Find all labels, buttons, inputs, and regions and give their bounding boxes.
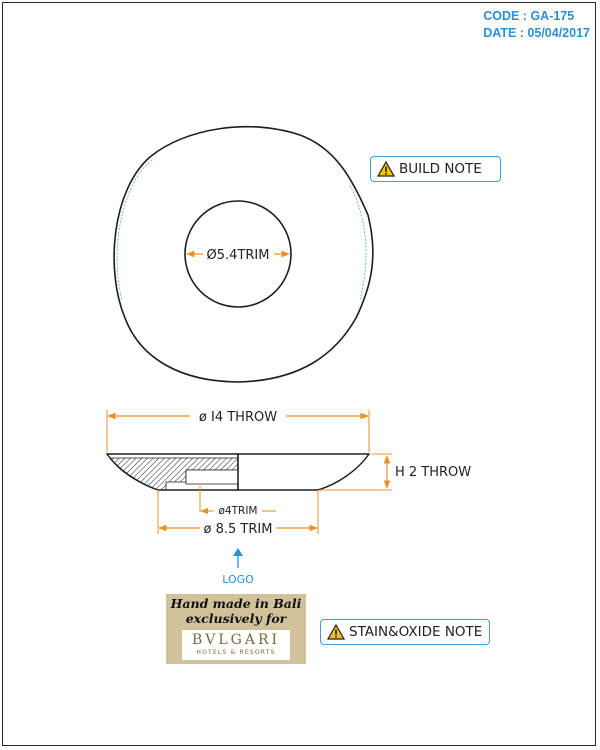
top-trim-label: Ø5.4TRIM — [207, 248, 270, 263]
date-label: DATE : 05/04/2017 — [483, 26, 590, 40]
trim-circle — [184, 200, 292, 308]
base-trim-label: ø 8.5 TRIM — [204, 522, 273, 537]
section-view: ø I4 THROW H 2 THROW ø4TRIM ø 8.5 TRIM — [105, 410, 471, 537]
stain-oxide-note-label: STAIN&OXIDE NOTE — [349, 624, 483, 640]
build-note-label: BUILD NOTE — [399, 161, 482, 177]
maker-stamp: Hand made in Bali exclusively for BVLGAR… — [166, 594, 306, 664]
stamp-line-2: exclusively for — [185, 611, 287, 626]
brand-logo: BVLGARI HOTELS & RESORTS — [182, 630, 290, 660]
warning-icon — [377, 161, 395, 177]
brand-subtitle: HOTELS & RESORTS — [196, 649, 276, 656]
inner-trim-label: ø4TRIM — [219, 505, 258, 517]
logo-callout: LOGO — [222, 548, 254, 586]
dish-outline — [113, 125, 374, 383]
code-label: CODE : GA-175 — [483, 9, 575, 23]
brand-name: BVLGARI — [191, 632, 281, 648]
height-label: H 2 THROW — [395, 465, 471, 480]
top-view: Ø5.4TRIM — [113, 125, 374, 383]
warning-icon — [327, 624, 345, 640]
build-note[interactable]: BUILD NOTE — [370, 156, 501, 182]
section-cavity — [185, 469, 239, 485]
stamp-line-1: Hand made in Bali — [170, 596, 302, 611]
dish-inner-edge — [116, 159, 367, 301]
title-block: CODE : GA-175 DATE : 05/04/2017 — [483, 8, 590, 42]
section-right-half — [237, 453, 371, 491]
stain-oxide-note[interactable]: STAIN&OXIDE NOTE — [320, 619, 490, 645]
throw-diameter-label: ø I4 THROW — [199, 410, 277, 425]
logo-label: LOGO — [222, 573, 254, 586]
